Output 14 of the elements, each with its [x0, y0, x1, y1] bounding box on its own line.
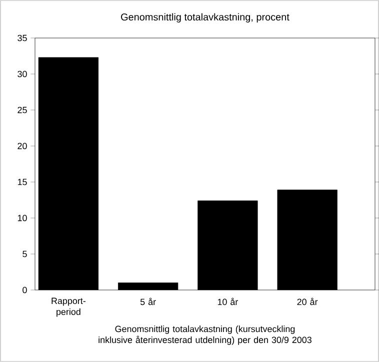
x-tick-label: 20 år — [297, 298, 318, 306]
text: Genomsnittlig totalavkastning (kursutveckling inklusive återinvesterad utdelning) per den 30/9 2003 — [98, 326, 312, 345]
y-tick-label: 20 — [18, 142, 27, 150]
chart-title: Genomsnittlig totalavkastning, procent — [121, 13, 290, 22]
x-tick-label: Rapport-period — [52, 298, 86, 317]
x-tick-label: 5 år — [140, 298, 156, 306]
y-tick-label: 15 — [18, 178, 27, 186]
y-tick-label: 5 — [22, 250, 27, 258]
y-tick-label: 0 — [22, 286, 27, 294]
y-tick-label: 35 — [18, 34, 27, 42]
y-tick-label: 30 — [18, 70, 27, 78]
y-tick-label: 25 — [18, 106, 27, 114]
x-tick-label: 10 år — [218, 298, 238, 306]
y-tick-label: 10 — [18, 214, 27, 222]
